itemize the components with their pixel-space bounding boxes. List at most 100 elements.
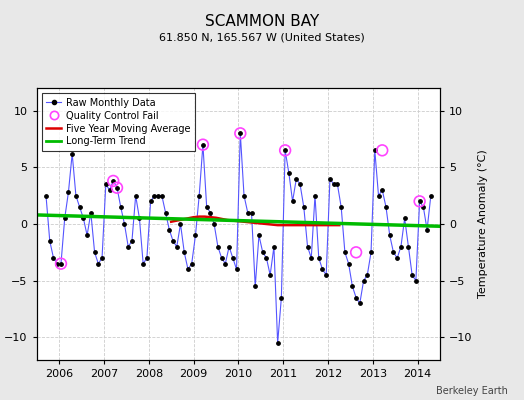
Point <box>236 130 245 136</box>
Point <box>94 260 103 267</box>
Point <box>72 192 80 199</box>
Point <box>412 278 420 284</box>
Point <box>143 255 151 261</box>
Point <box>285 170 293 176</box>
Point <box>427 192 435 199</box>
Point <box>165 226 173 233</box>
Y-axis label: Temperature Anomaly (°C): Temperature Anomaly (°C) <box>478 150 488 298</box>
Point <box>217 255 226 261</box>
Point <box>296 181 304 188</box>
Point <box>393 255 401 261</box>
Point <box>206 210 215 216</box>
Point <box>374 192 383 199</box>
Point <box>363 272 372 278</box>
Point <box>210 221 219 227</box>
Point <box>307 255 315 261</box>
Point <box>46 238 54 244</box>
Point <box>300 204 308 210</box>
Point <box>337 204 345 210</box>
Point <box>199 142 207 148</box>
Point <box>303 244 312 250</box>
Point <box>356 300 364 306</box>
Point <box>311 192 319 199</box>
Point <box>270 244 278 250</box>
Point <box>91 249 99 256</box>
Point <box>169 238 177 244</box>
Point <box>288 198 297 204</box>
Point <box>83 232 91 238</box>
Point <box>139 260 147 267</box>
Point <box>232 266 241 272</box>
Point <box>292 176 301 182</box>
Point <box>150 192 159 199</box>
Point <box>49 255 58 261</box>
Point <box>352 249 361 256</box>
Point <box>202 204 211 210</box>
Point <box>68 150 77 157</box>
Point <box>75 204 84 210</box>
Text: Berkeley Earth: Berkeley Earth <box>436 386 508 396</box>
Point <box>333 181 342 188</box>
Point <box>404 244 412 250</box>
Point <box>113 184 121 191</box>
Point <box>378 187 386 193</box>
Point <box>386 232 394 238</box>
Point <box>318 266 326 272</box>
Point <box>416 198 424 204</box>
Point <box>199 142 207 148</box>
Point <box>57 260 65 267</box>
Point <box>419 204 428 210</box>
Point <box>341 249 349 256</box>
Point <box>266 272 275 278</box>
Point <box>195 192 203 199</box>
Point <box>352 294 361 301</box>
Point <box>135 215 144 222</box>
Point <box>180 249 189 256</box>
Point <box>240 192 248 199</box>
Text: 61.850 N, 165.567 W (United States): 61.850 N, 165.567 W (United States) <box>159 32 365 42</box>
Point <box>86 210 95 216</box>
Point <box>98 255 106 261</box>
Point <box>247 210 256 216</box>
Point <box>378 147 386 154</box>
Point <box>146 198 155 204</box>
Point <box>42 192 50 199</box>
Point <box>154 192 162 199</box>
Point <box>416 198 424 204</box>
Point <box>228 255 237 261</box>
Point <box>102 181 110 188</box>
Point <box>191 232 200 238</box>
Point <box>423 226 431 233</box>
Point <box>124 244 133 250</box>
Point <box>251 283 259 290</box>
Point <box>214 244 222 250</box>
Point <box>382 204 390 210</box>
Point <box>116 204 125 210</box>
Point <box>389 249 398 256</box>
Point <box>322 272 331 278</box>
Point <box>128 238 136 244</box>
Point <box>109 178 117 184</box>
Point <box>236 130 245 136</box>
Point <box>109 178 117 184</box>
Point <box>161 210 170 216</box>
Text: SCAMMON BAY: SCAMMON BAY <box>205 14 319 29</box>
Point <box>221 260 230 267</box>
Point <box>132 192 140 199</box>
Point <box>314 255 323 261</box>
Point <box>105 187 114 193</box>
Point <box>281 147 289 154</box>
Point <box>57 260 65 267</box>
Point <box>262 255 270 261</box>
Point <box>397 244 405 250</box>
Point <box>53 260 61 267</box>
Point <box>244 210 252 216</box>
Point <box>172 244 181 250</box>
Point <box>277 294 286 301</box>
Point <box>225 244 233 250</box>
Point <box>188 260 196 267</box>
Point <box>121 221 129 227</box>
Point <box>60 215 69 222</box>
Point <box>359 278 368 284</box>
Point <box>348 283 356 290</box>
